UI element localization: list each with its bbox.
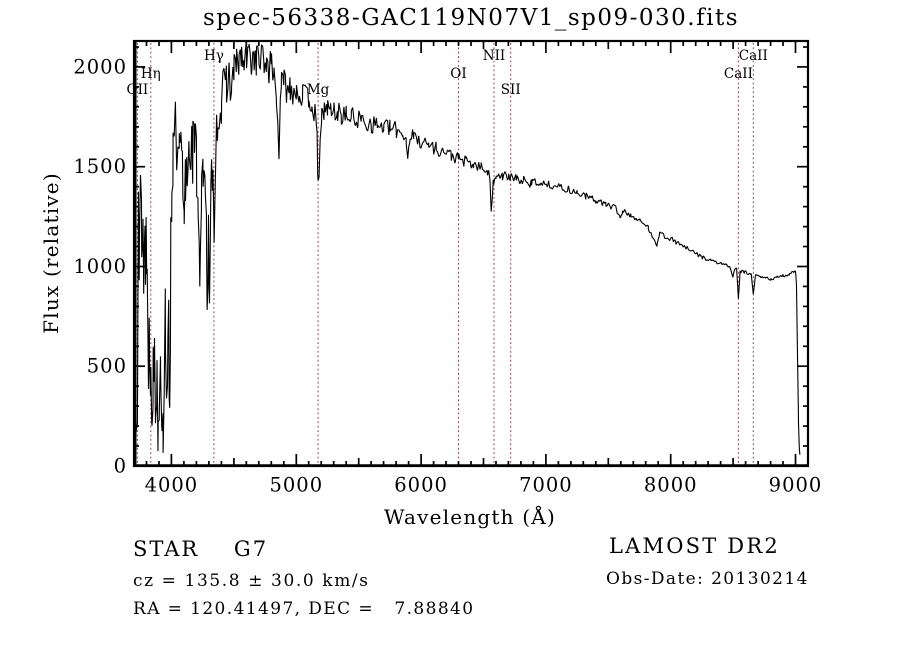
y-tick-label: 0	[114, 455, 127, 478]
plot-border	[132, 39, 810, 468]
x-tick-label: 6000	[394, 474, 448, 497]
radec-text: RA = 120.41497, DEC = 7.88840	[133, 599, 475, 619]
axis-tick-labels: 4000 5000 6000 7000 8000 9000 0 500 1000 1500 2000	[73, 55, 823, 497]
obs-date-text: Obs-Date: 20130214	[606, 569, 809, 589]
plot-frame	[132, 39, 810, 468]
spectral-line-markers	[136, 43, 754, 466]
x-tick-label: 5000	[269, 474, 323, 497]
y-tick-label: 2000	[73, 55, 127, 78]
y-tick-label: 1000	[73, 255, 127, 278]
x-tick-label: 4000	[145, 474, 199, 497]
y-tick-label: 1500	[73, 155, 127, 178]
spectrum-trace	[133, 42, 801, 455]
cz-text: cz = 135.8 ± 30.0 km/s	[133, 571, 370, 591]
spectral-line-label: CaII	[739, 48, 768, 64]
spectral-line-label: SII	[501, 82, 521, 98]
spectral-line-label: CaII	[724, 66, 753, 82]
x-tick-label: 8000	[644, 474, 698, 497]
x-axis-title: Wavelength (Å)	[384, 505, 556, 529]
spectral-line-label: OI	[450, 66, 466, 82]
x-tick-label: 7000	[519, 474, 573, 497]
spectral-line-label: OII	[127, 82, 149, 98]
y-tick-label: 500	[87, 355, 127, 378]
spectral-line-label: Mg	[307, 82, 330, 98]
spectral-line-label: NII	[483, 48, 505, 64]
plot-title: spec-56338-GAC119N07V1_sp09-030.fits	[202, 5, 740, 31]
spectral-line-label: Hγ	[204, 48, 224, 64]
x-tick-label: 9000	[769, 474, 823, 497]
spectrum-trace-group	[133, 42, 801, 455]
survey-text: LAMOST DR2	[609, 534, 780, 558]
star-class-text: STAR G7	[133, 537, 269, 561]
spectral-line-label: Hη	[141, 66, 161, 82]
